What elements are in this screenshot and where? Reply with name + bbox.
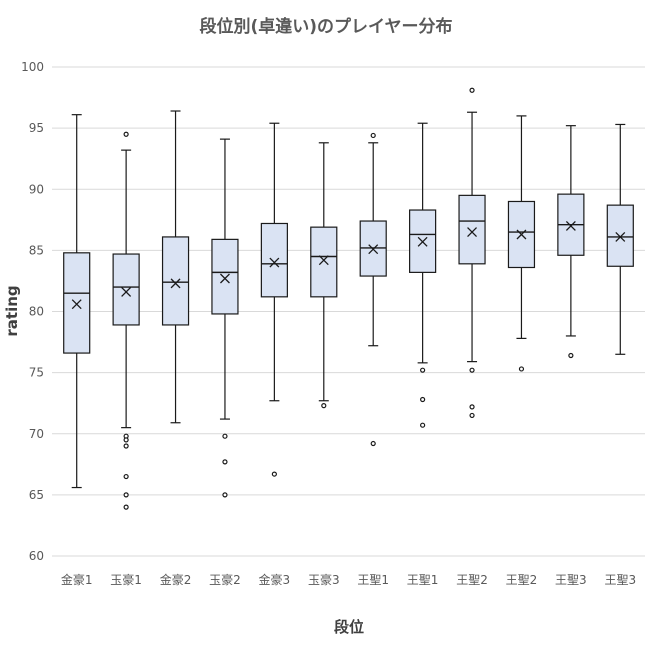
iqr-box [161, 236, 190, 326]
outlier-point [370, 132, 376, 139]
box-group [557, 125, 585, 359]
box-group [409, 122, 437, 428]
y-axis-title: rating [3, 285, 21, 336]
x-tick-label: 王聖1 [407, 573, 439, 587]
outlier-point [123, 492, 129, 498]
box-group [63, 114, 91, 489]
outlier-point [123, 437, 129, 443]
outlier-point [420, 367, 426, 373]
chart-title: 段位別(卓違い)のプレイヤー分布 [199, 16, 452, 37]
y-tick-label: 75 [29, 366, 44, 380]
x-tick-label: 王聖2 [506, 573, 538, 587]
box-group [507, 115, 536, 372]
box-series [63, 87, 634, 510]
mean-marker [516, 229, 527, 240]
outlier-point [222, 492, 228, 498]
outlier-point [222, 433, 228, 439]
outlier-point [123, 443, 129, 449]
box-group [161, 110, 190, 424]
mean-marker [219, 273, 230, 284]
mean-marker [269, 257, 280, 268]
y-axis-ticks: 60 65 70 75 80 85 90 95 100 [21, 60, 44, 563]
x-tick-label: 金豪1 [61, 572, 93, 587]
outlier-point [123, 473, 129, 480]
outlier-point [420, 422, 426, 428]
outlier-point [123, 504, 129, 510]
iqr-box [260, 222, 288, 298]
y-tick-label: 80 [29, 305, 44, 319]
x-tick-label: 王聖1 [357, 573, 389, 587]
outlier-point [469, 404, 475, 410]
mean-marker [467, 227, 478, 237]
iqr-box [310, 226, 338, 298]
box-group [260, 122, 288, 477]
y-tick-label: 85 [29, 243, 44, 257]
box-group [211, 138, 239, 498]
gridlines [52, 66, 645, 557]
x-tick-label: 王聖2 [456, 573, 488, 587]
x-tick-label: 玉豪3 [308, 572, 340, 587]
outlier-point [271, 471, 277, 477]
mean-marker [121, 286, 132, 297]
box-group [606, 123, 634, 355]
box-group [458, 87, 486, 419]
iqr-box [63, 252, 91, 354]
mean-marker [417, 236, 428, 247]
outlier-point [568, 352, 574, 359]
mean-marker [615, 231, 626, 242]
outlier-point [518, 366, 525, 372]
x-axis-ticks: 金豪1 玉豪1 金豪2 玉豪2 金豪3 玉豪3 王聖1 王聖1 王聖2 王聖2 王聖3 王聖3 [61, 572, 636, 587]
y-tick-label: 60 [29, 549, 44, 563]
x-axis-title: 段位 [334, 618, 364, 636]
iqr-box [112, 253, 140, 326]
mean-marker [170, 278, 181, 289]
x-tick-label: 玉豪1 [110, 572, 142, 587]
x-tick-label: 玉豪2 [209, 572, 241, 587]
outlier-point [420, 396, 426, 403]
box-group [112, 131, 140, 510]
y-tick-label: 90 [29, 182, 44, 196]
outlier-point [469, 412, 475, 419]
mean-marker [368, 244, 379, 255]
iqr-box [211, 238, 239, 315]
x-tick-label: 王聖3 [555, 573, 587, 587]
outlier-point [321, 403, 327, 409]
x-tick-label: 金豪2 [160, 572, 192, 587]
outlier-point [469, 87, 475, 93]
y-tick-label: 70 [29, 427, 44, 441]
box-group [359, 132, 387, 447]
x-tick-label: 王聖3 [604, 573, 636, 587]
outlier-point [469, 367, 475, 373]
mean-marker [565, 220, 576, 231]
iqr-box [458, 194, 486, 265]
y-tick-label: 100 [21, 60, 44, 74]
box-group [310, 142, 338, 409]
iqr-box [606, 204, 634, 267]
x-tick-label: 金豪3 [259, 572, 291, 587]
y-tick-label: 65 [29, 488, 44, 502]
y-tick-label: 95 [29, 121, 44, 135]
mean-marker [71, 299, 82, 310]
outlier-point [222, 459, 228, 465]
mean-marker [318, 255, 329, 266]
outlier-point [370, 440, 376, 447]
outlier-point [123, 131, 129, 137]
